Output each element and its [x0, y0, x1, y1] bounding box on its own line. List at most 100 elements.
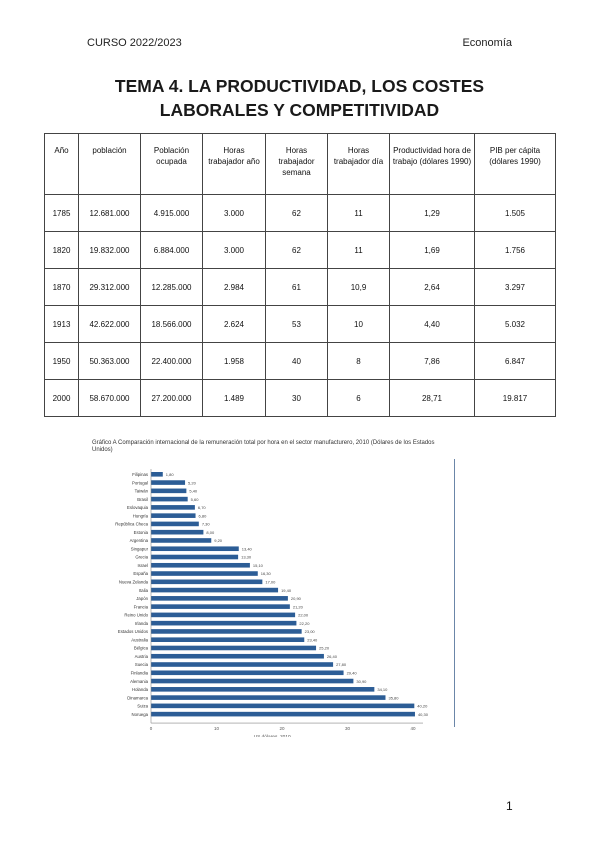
table-row: 1913 42.622.000 18.566.000 2.624 53 10 4,40 5.0…: [44, 305, 556, 343]
bar: [151, 554, 239, 560]
table-cell: 28,71: [389, 379, 475, 417]
x-axis-label: US dólares, 2010: [254, 734, 291, 737]
category-label: Bélgica: [134, 646, 149, 651]
table-cell: 27.200.000: [140, 379, 203, 417]
bar: [151, 521, 199, 527]
table-cell: 7,86: [389, 342, 475, 380]
value-label: 19,40: [281, 588, 292, 593]
table-cell: 8: [327, 342, 390, 380]
value-label: 13,30: [241, 555, 252, 560]
value-label: 29,40: [347, 670, 358, 675]
value-label: 27,80: [336, 662, 347, 667]
table-row: 2000 58.670.000 27.200.000 1.489 30 6 28,71 19.…: [44, 379, 556, 417]
bar: [151, 612, 296, 618]
category-label: Portugal: [132, 480, 148, 485]
table-cell: 1.505: [474, 194, 556, 232]
value-label: 15,10: [253, 563, 264, 568]
x-tick-label: 30: [345, 726, 351, 731]
bar: [151, 703, 415, 709]
value-label: 26,40: [327, 654, 338, 659]
page-title: TEMA 4. LA PRODUCTIVIDAD, LOS COSTES LAB…: [0, 74, 599, 122]
table-cell: 3.000: [202, 231, 266, 269]
table-cell: 12.285.000: [140, 268, 203, 306]
bar: [151, 546, 239, 552]
bar: [151, 571, 258, 576]
category-label: Filipinas: [132, 472, 148, 477]
year-cell: 1785: [44, 194, 79, 232]
header-cell: Horas trabajador día: [327, 133, 390, 195]
year-cell: 1950: [44, 342, 79, 380]
header-cell: Productividad hora de trabajo (dólares 1…: [389, 133, 475, 195]
category-label: España: [133, 571, 148, 576]
table-cell: 11: [327, 231, 390, 269]
bar: [151, 579, 263, 585]
header-cell: PIB per cápita (dólares 1990): [474, 133, 556, 195]
table-cell: 10: [327, 305, 390, 343]
value-label: 25,20: [319, 646, 330, 651]
bar: [151, 629, 302, 634]
value-label: 13,40: [242, 546, 253, 551]
table-cell: 53: [265, 305, 328, 343]
bar: [151, 620, 297, 626]
table-cell: 62: [265, 231, 328, 269]
value-label: 7,30: [202, 522, 211, 527]
category-label: Francia: [134, 604, 149, 609]
category-label: Taiwán: [135, 489, 149, 494]
value-label: 1,80: [166, 472, 175, 477]
chart-svg: Filipinas 1,80 Portugal 5,20 Taiwán 5,40 Brasi…: [115, 469, 429, 740]
value-label: 30,90: [356, 679, 367, 684]
value-label: 5,40: [189, 489, 198, 494]
table-cell: 2.624: [202, 305, 266, 343]
category-label: Finlandia: [131, 670, 149, 675]
bar: [151, 538, 212, 543]
x-tick-label: 0: [150, 726, 153, 731]
table-row: 1950 50.363.000 22.400.000 1.958 40 8 7,86 6.84…: [44, 342, 556, 380]
table-row: 1820 19.832.000 6.884.000 3.000 62 11 1,69 1.75…: [44, 231, 556, 269]
table-cell: 1,29: [389, 194, 475, 232]
bar: [151, 662, 334, 667]
value-label: 16,30: [261, 571, 272, 576]
year-cell: 1870: [44, 268, 79, 306]
x-tick-label: 20: [279, 726, 285, 731]
category-label: Reino Unido: [124, 613, 148, 618]
table-row: 1870 29.312.000 12.285.000 2.984 61 10,9 2,64 3…: [44, 268, 556, 306]
table-cell: 5.032: [474, 305, 556, 343]
category-label: Italia: [139, 588, 149, 593]
bar: [151, 496, 188, 502]
table-cell: 19.832.000: [78, 231, 141, 269]
table-cell: 6.847: [474, 342, 556, 380]
value-label: 34,10: [377, 687, 388, 692]
category-label: Estados Unidos: [118, 629, 148, 634]
category-label: Estonia: [134, 530, 149, 535]
bar: [151, 587, 279, 593]
table-cell: 22.400.000: [140, 342, 203, 380]
header-cell: Población ocupada: [140, 133, 203, 195]
bar: [151, 637, 305, 642]
category-label: Irlanda: [135, 621, 149, 626]
x-tick-label: 40: [410, 726, 416, 731]
value-label: 20,90: [291, 596, 302, 601]
category-label: Dinamarca: [127, 695, 148, 700]
category-label: Singapur: [131, 546, 149, 551]
bar: [151, 653, 324, 659]
category-label: Suecia: [135, 662, 149, 667]
category-label: Alemania: [130, 679, 149, 684]
table-cell: 4.915.000: [140, 194, 203, 232]
table-cell: 62: [265, 194, 328, 232]
bar: [151, 695, 386, 700]
bar: [151, 529, 204, 535]
bar: [151, 670, 344, 676]
category-label: República Checa: [115, 522, 148, 527]
table-row: 1785 12.681.000 4.915.000 3.000 62 11 1,29 1.50…: [44, 194, 556, 232]
table-cell: 2,64: [389, 268, 475, 306]
page-number: 1: [506, 799, 513, 813]
header-cell: Horas trabajador semana: [265, 133, 328, 195]
table-cell: 1.958: [202, 342, 266, 380]
value-label: 5,20: [188, 480, 197, 485]
bar: [151, 711, 415, 717]
category-label: Israel: [137, 563, 148, 568]
category-label: Grecia: [135, 555, 148, 560]
table-cell: 29.312.000: [78, 268, 141, 306]
category-label: Holanda: [132, 687, 149, 692]
category-label: Austria: [135, 654, 149, 659]
